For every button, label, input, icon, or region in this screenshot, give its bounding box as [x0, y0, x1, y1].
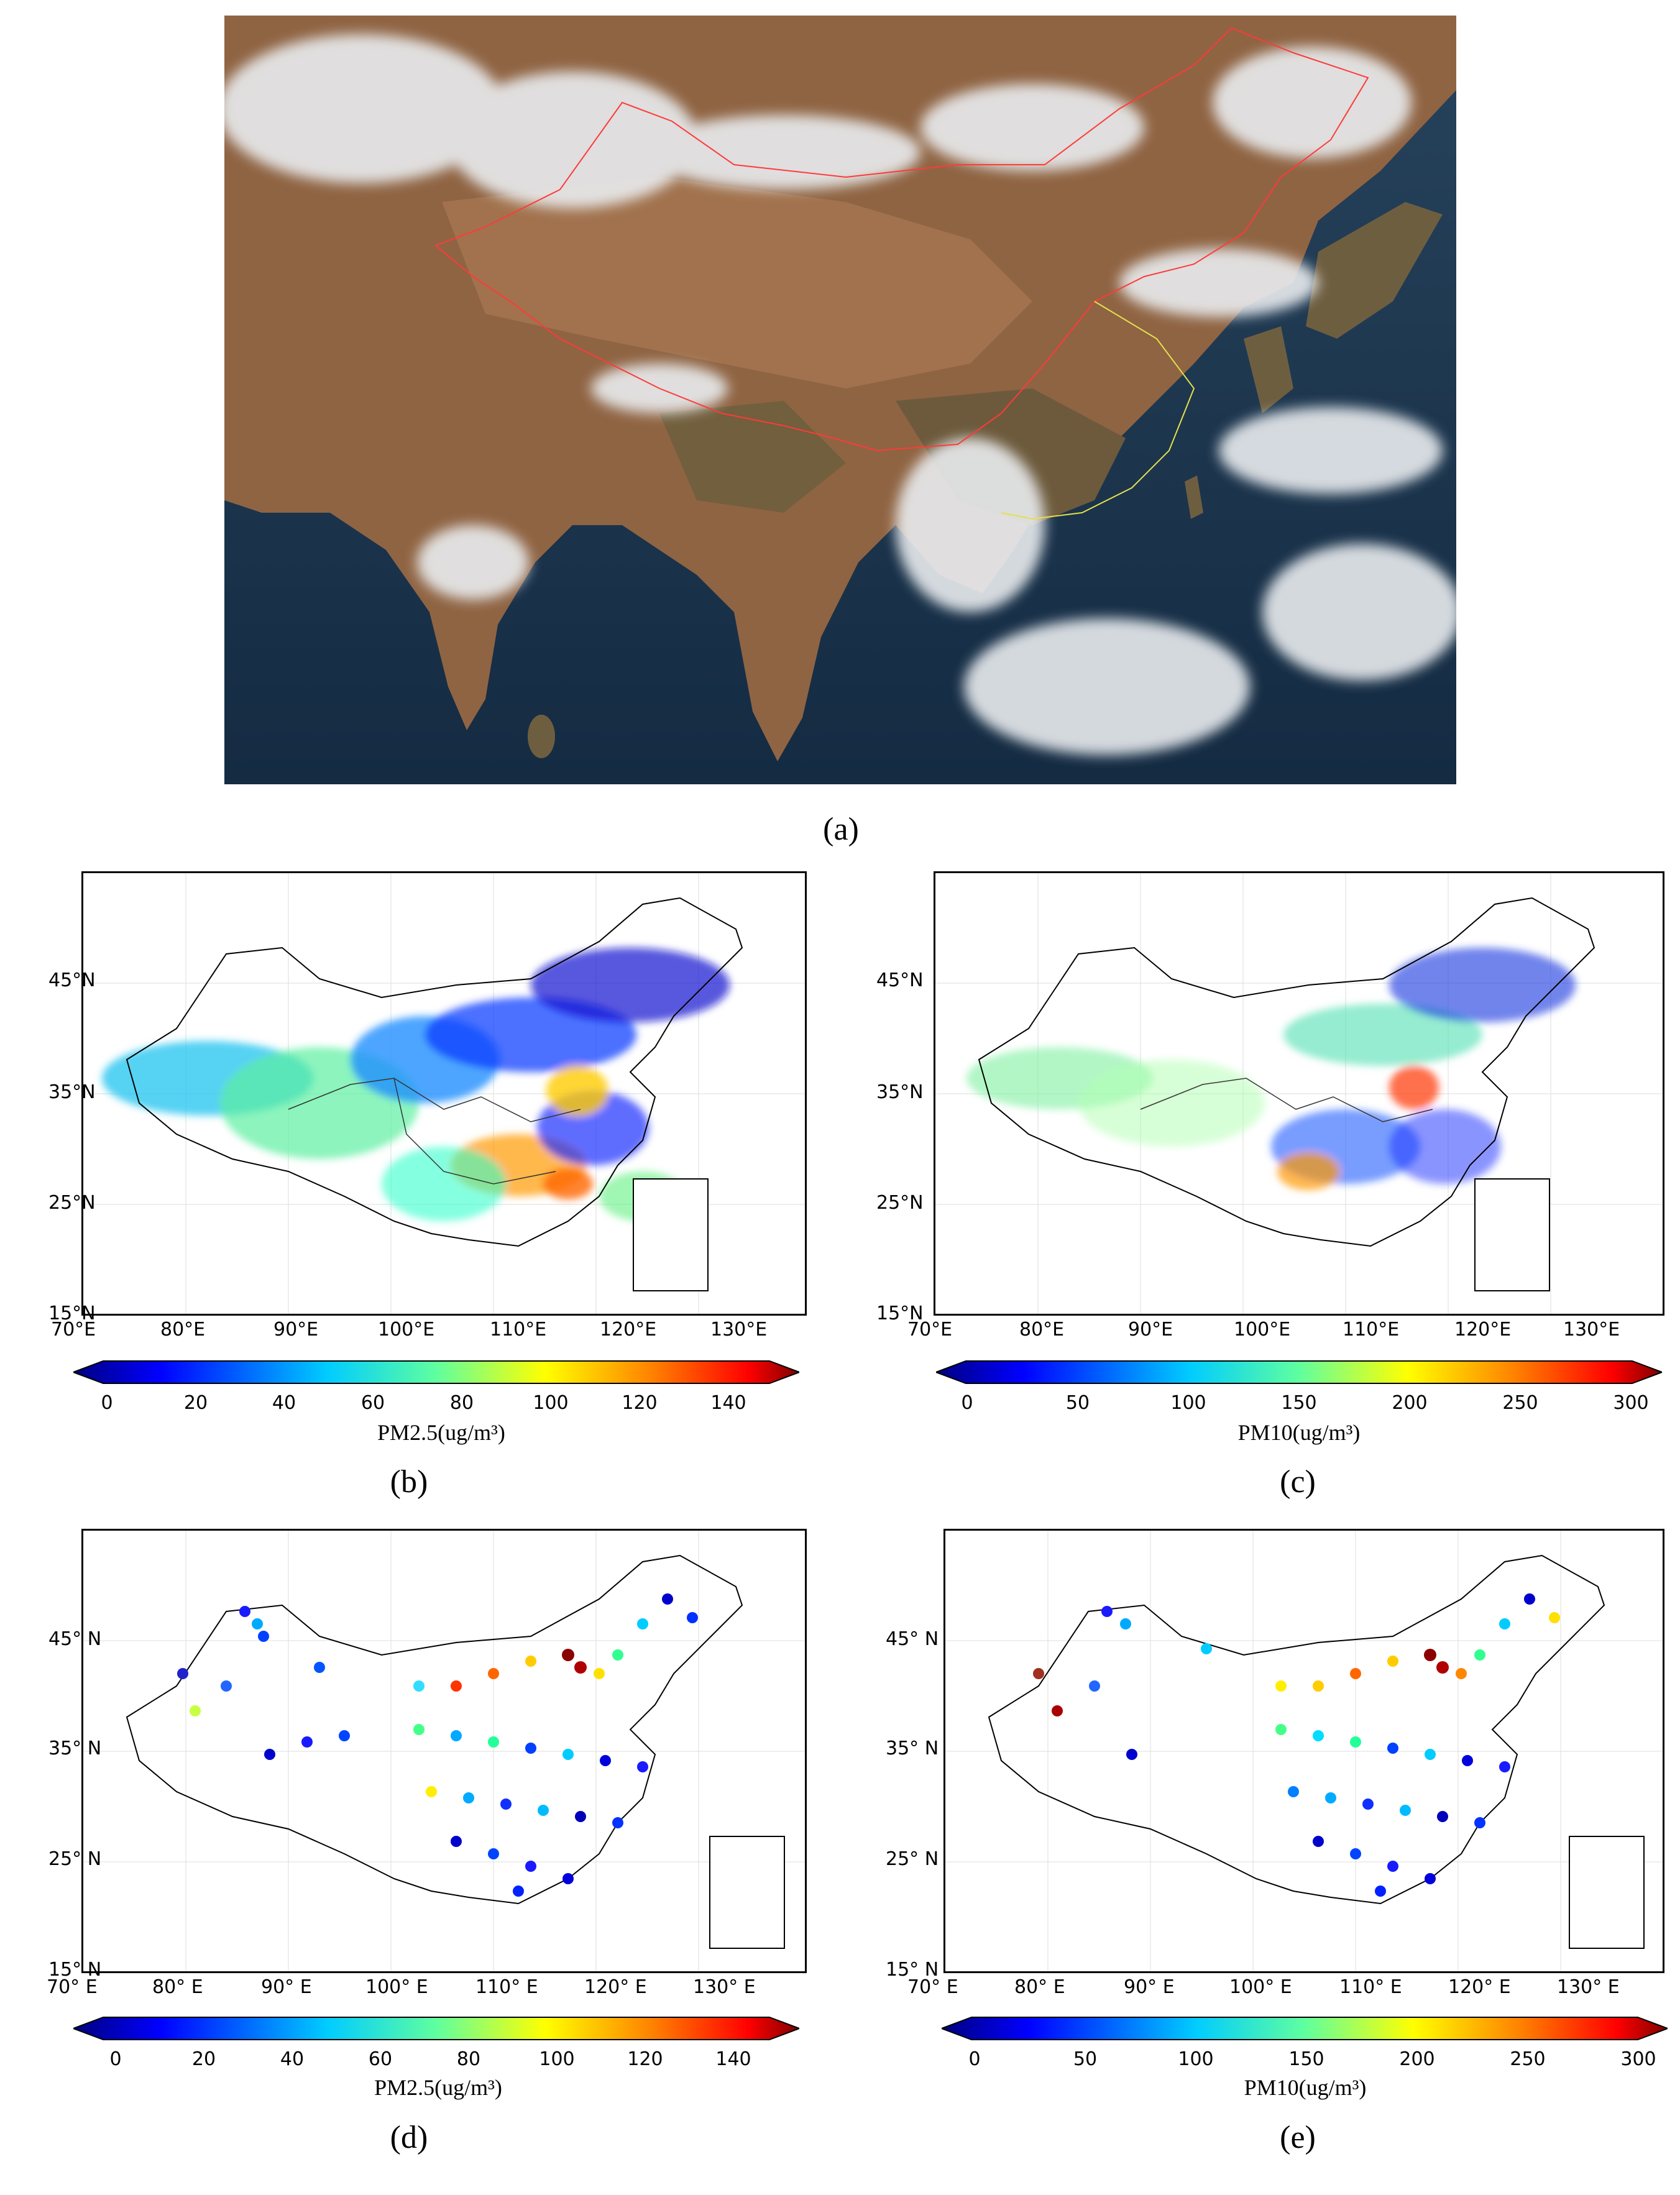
lat-tick-35: 35° N — [48, 1738, 102, 1759]
panel-d-label: (d) — [390, 2120, 428, 2155]
cb-tick: 250 — [1510, 2048, 1546, 2070]
lon-tick-120: 120° E — [584, 1976, 647, 1998]
lon-tick-130: 130° E — [693, 1976, 756, 1998]
lon-tick-100: 100°E — [1234, 1319, 1291, 1340]
cb-tick: 0 — [109, 2048, 122, 2070]
lon-tick-110: 110° E — [475, 1976, 538, 1998]
lon-tick-100: 100° E — [365, 1976, 428, 1998]
cb-tick: 150 — [1281, 1392, 1317, 1414]
lon-tick-110: 110° E — [1339, 1976, 1402, 1998]
cb-tick: 40 — [280, 2048, 305, 2070]
cb-tick: 120 — [622, 1392, 658, 1414]
cb-tick: 140 — [710, 1392, 746, 1414]
lat-tick-35: 35°N — [876, 1081, 924, 1103]
lat-tick-25: 25°N — [876, 1192, 924, 1214]
lon-tick-70: 70°E — [51, 1319, 96, 1340]
lat-tick-45: 45°N — [876, 969, 924, 991]
lat-tick-45: 45° N — [886, 1628, 939, 1650]
colorbar-d — [73, 2017, 799, 2040]
lat-tick-35: 35° N — [886, 1738, 939, 1759]
lat-tick-25: 25° N — [886, 1848, 939, 1870]
cb-tick: 20 — [191, 2048, 216, 2070]
lat-tick-45: 45°N — [48, 969, 96, 991]
cb-tick: 100 — [539, 2048, 575, 2070]
cb-tick: 40 — [272, 1392, 296, 1414]
lon-tick-90: 90°E — [1128, 1319, 1173, 1340]
lon-tick-70: 70° E — [47, 1976, 98, 1998]
lon-tick-70: 70° E — [907, 1976, 958, 1998]
lat-tick-25: 25° N — [48, 1848, 102, 1870]
colorbar-b-title: PM2.5(ug/m³) — [377, 1420, 505, 1445]
panel-b-label: (b) — [390, 1464, 428, 1500]
cb-tick: 150 — [1288, 2048, 1324, 2070]
lon-tick-90: 90° E — [261, 1976, 312, 1998]
lon-tick-80: 80°E — [160, 1319, 206, 1340]
cb-tick: 200 — [1392, 1392, 1428, 1414]
cb-tick: 20 — [183, 1392, 208, 1414]
cb-tick: 200 — [1399, 2048, 1435, 2070]
cb-tick: 100 — [533, 1392, 569, 1414]
lat-tick-15: 15°N — [876, 1303, 924, 1324]
cb-tick: 50 — [1065, 1392, 1090, 1414]
lon-tick-130: 130°E — [710, 1319, 768, 1340]
lon-tick-70: 70°E — [907, 1319, 953, 1340]
lon-tick-120: 120°E — [1454, 1319, 1512, 1340]
cb-tick: 100 — [1178, 2048, 1214, 2070]
panel-c-map — [934, 871, 1664, 1316]
panel-b-map — [81, 871, 807, 1316]
cb-tick: 140 — [715, 2048, 751, 2070]
cb-tick: 80 — [456, 2048, 481, 2070]
lon-tick-110: 110°E — [490, 1319, 547, 1340]
lat-tick-15: 15° N — [48, 1959, 102, 1981]
lat-tick-15: 15° N — [886, 1959, 939, 1981]
cb-tick: 60 — [360, 1392, 385, 1414]
lat-tick-15: 15°N — [48, 1303, 96, 1324]
cb-tick: 250 — [1502, 1392, 1538, 1414]
cb-tick: 300 — [1620, 2048, 1656, 2070]
cb-tick: 0 — [961, 1392, 973, 1414]
lon-tick-120: 120°E — [600, 1319, 657, 1340]
colorbar-b — [73, 1360, 799, 1384]
station-dots-d — [83, 1531, 805, 1971]
panel-e-map — [943, 1529, 1664, 1973]
colorbar-c — [936, 1360, 1662, 1384]
lon-tick-80: 80° E — [152, 1976, 203, 1998]
cb-tick: 0 — [101, 1392, 113, 1414]
satellite-image — [224, 16, 1456, 784]
lon-tick-100: 100°E — [378, 1319, 435, 1340]
cb-tick: 50 — [1073, 2048, 1098, 2070]
lon-tick-90: 90°E — [273, 1319, 319, 1340]
colorbar-e-title: PM10(ug/m³) — [1244, 2075, 1367, 2100]
station-dots-e — [945, 1531, 1663, 1971]
panel-e-label: (e) — [1280, 2120, 1316, 2155]
colorbar-e — [942, 2017, 1668, 2040]
panel-a-label: (a) — [823, 812, 859, 847]
cb-tick: 0 — [968, 2048, 981, 2070]
cb-tick: 100 — [1170, 1392, 1206, 1414]
colorbar-c-title: PM10(ug/m³) — [1237, 1420, 1361, 1445]
lon-tick-80: 80° E — [1014, 1976, 1065, 1998]
cb-tick: 80 — [449, 1392, 474, 1414]
lon-tick-130: 130° E — [1557, 1976, 1620, 1998]
lon-tick-80: 80°E — [1019, 1319, 1065, 1340]
lon-tick-120: 120° E — [1448, 1976, 1511, 1998]
lon-tick-100: 100° E — [1229, 1976, 1292, 1998]
lat-tick-25: 25°N — [48, 1192, 96, 1214]
lat-tick-45: 45° N — [48, 1628, 102, 1650]
panel-c-label: (c) — [1280, 1464, 1316, 1500]
lon-tick-130: 130°E — [1563, 1319, 1620, 1340]
cb-tick: 300 — [1613, 1392, 1649, 1414]
lon-tick-90: 90° E — [1124, 1976, 1175, 1998]
panel-d-map — [81, 1529, 807, 1973]
colorbar-d-title: PM2.5(ug/m³) — [374, 2075, 502, 2100]
cb-tick: 60 — [368, 2048, 393, 2070]
lon-tick-110: 110°E — [1343, 1319, 1400, 1340]
cb-tick: 120 — [627, 2048, 663, 2070]
lat-tick-35: 35°N — [48, 1081, 96, 1103]
